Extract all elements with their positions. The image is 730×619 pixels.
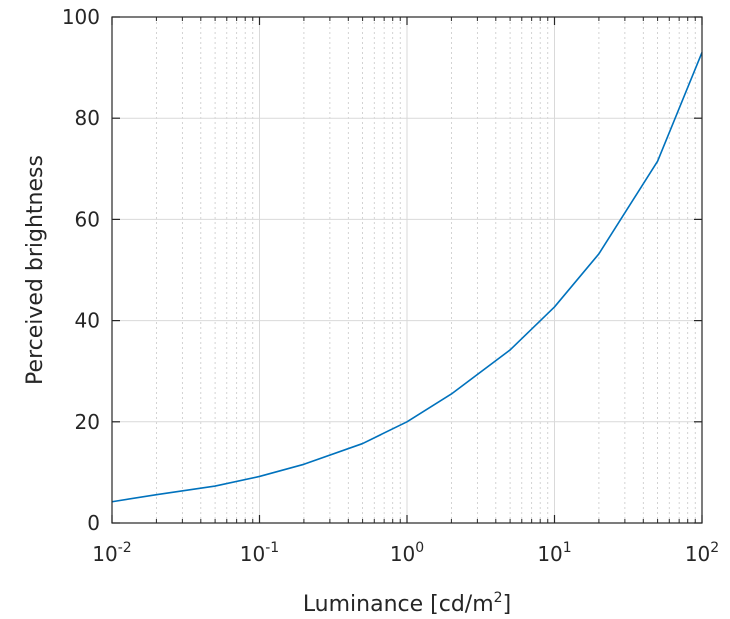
plot-area: [111, 52, 703, 503]
grid: [111, 16, 703, 524]
y-tick-label: 80: [75, 106, 100, 130]
ticks: [111, 16, 703, 524]
x-tick-label: 101: [537, 540, 571, 566]
y-tick-label: 0: [87, 511, 100, 535]
x-tick-label: 102: [685, 540, 719, 566]
y-tick-label: 60: [75, 207, 100, 231]
y-axis-label: Perceived brightness: [23, 155, 48, 385]
x-tick-label: 100: [390, 540, 424, 566]
x-tick-label: 10-1: [240, 540, 279, 566]
y-tick-label: 20: [75, 410, 100, 434]
x-axis-label: Luminance [cd/m2]: [303, 590, 511, 617]
y-tick-label: 40: [75, 309, 100, 333]
x-tick-label: 10-2: [92, 540, 131, 566]
y-tick-label: 100: [62, 5, 100, 29]
series-line: [111, 52, 703, 503]
tick-labels: 10-2 10-1 100 101 102 0 20 40 60 80 100: [62, 5, 719, 566]
